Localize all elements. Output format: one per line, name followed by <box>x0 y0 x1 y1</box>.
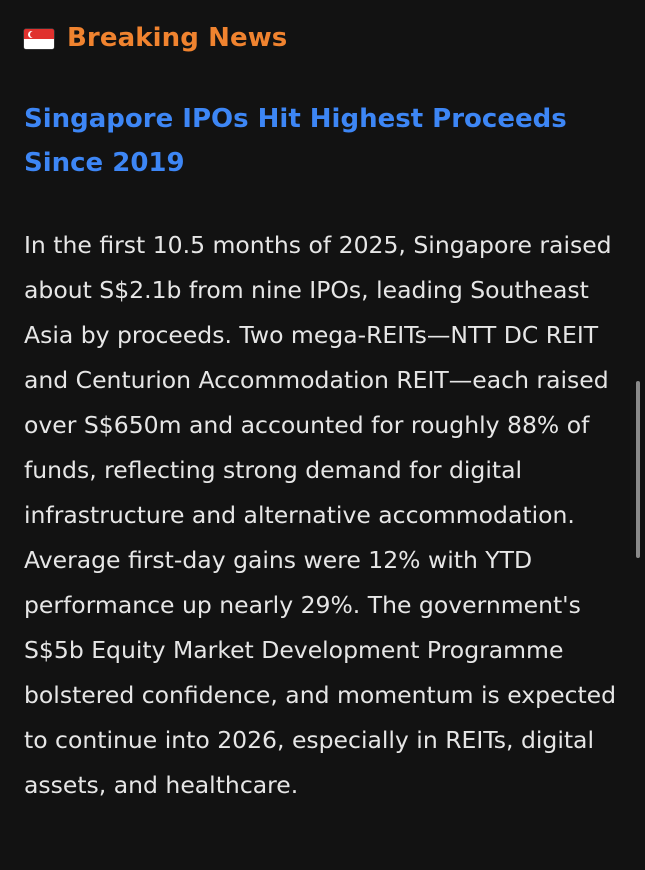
article-headline[interactable]: Singapore IPOs Hit Highest Proceeds Sinc… <box>24 104 567 178</box>
article-body: In the first 10.5 months of 2025, Singap… <box>24 231 617 799</box>
scrollbar-thumb[interactable] <box>636 381 640 558</box>
section-label: Breaking News <box>67 23 288 53</box>
news-header: Breaking News <box>24 18 287 58</box>
singapore-flag-icon <box>24 28 54 49</box>
